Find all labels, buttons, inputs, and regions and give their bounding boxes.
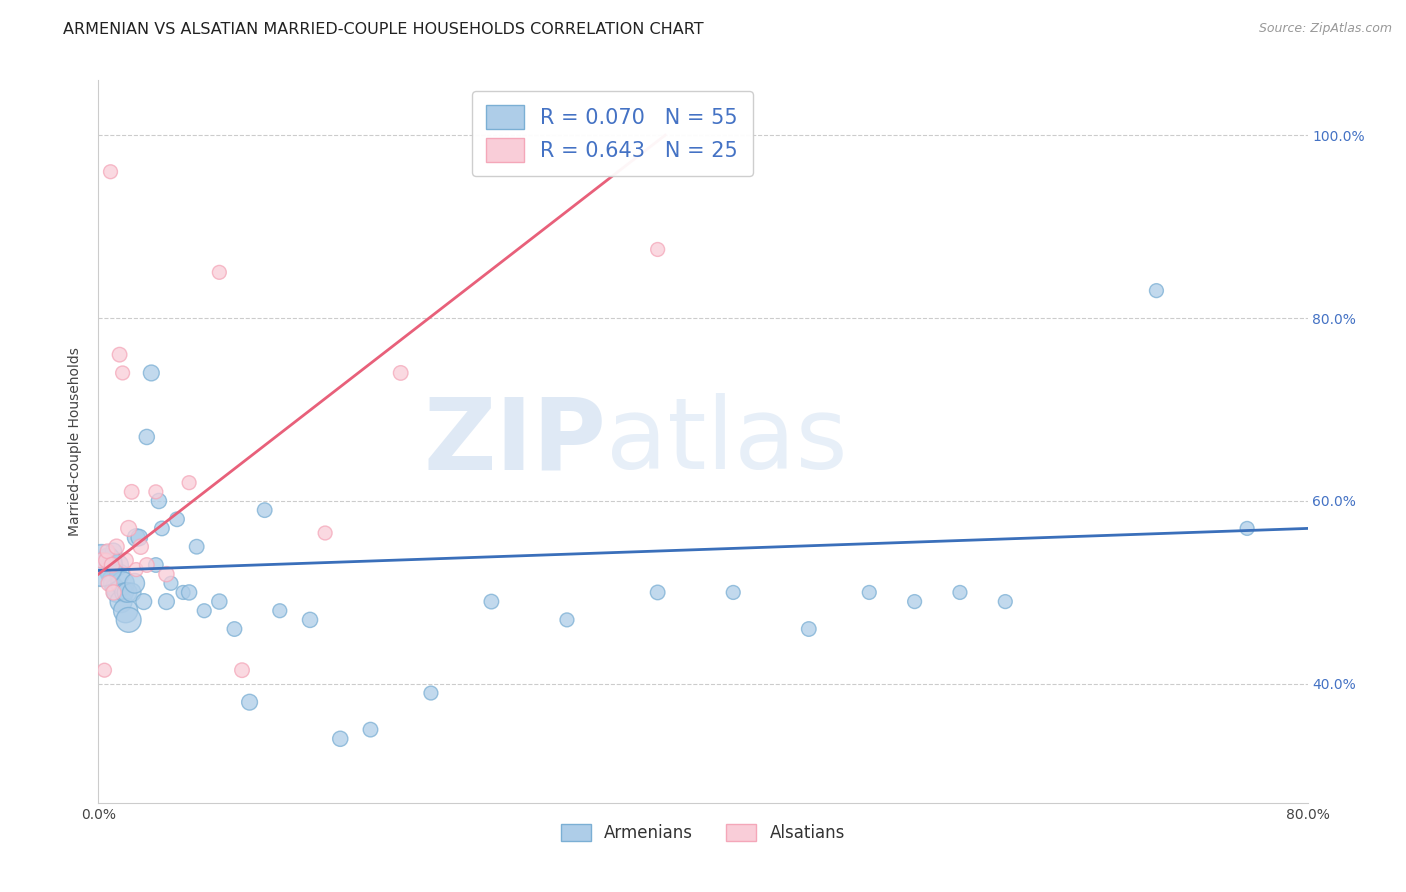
Point	[145, 558, 167, 572]
Point	[132, 594, 155, 608]
Point	[481, 594, 503, 608]
Point	[93, 563, 115, 577]
Point	[155, 594, 177, 608]
Point	[647, 243, 669, 257]
Point	[299, 613, 322, 627]
Point	[329, 731, 352, 746]
Point	[90, 553, 112, 567]
Point	[108, 567, 131, 582]
Point	[797, 622, 820, 636]
Point	[1236, 521, 1258, 535]
Legend: Armenians, Alsatians: Armenians, Alsatians	[554, 817, 852, 848]
Point	[96, 544, 118, 558]
Point	[1144, 284, 1167, 298]
Point	[135, 558, 157, 572]
Point	[269, 604, 291, 618]
Point	[105, 540, 128, 554]
Text: atlas: atlas	[606, 393, 848, 490]
Point	[155, 567, 177, 582]
Point	[179, 475, 201, 490]
Point	[121, 585, 143, 599]
Point	[172, 585, 194, 599]
Point	[160, 576, 183, 591]
Text: ZIP: ZIP	[423, 393, 606, 490]
Point	[179, 585, 201, 599]
Point	[420, 686, 443, 700]
Point	[208, 594, 231, 608]
Point	[111, 576, 134, 591]
Point	[118, 613, 141, 627]
Point	[135, 430, 157, 444]
Point	[904, 594, 927, 608]
Text: Source: ZipAtlas.com: Source: ZipAtlas.com	[1258, 22, 1392, 36]
Point	[100, 165, 122, 179]
Point	[360, 723, 382, 737]
Point	[112, 585, 135, 599]
Point	[121, 484, 143, 499]
Point	[98, 558, 121, 572]
Point	[91, 553, 114, 567]
Point	[98, 576, 121, 591]
Point	[858, 585, 880, 599]
Point	[94, 549, 117, 563]
Point	[723, 585, 745, 599]
Point	[141, 366, 163, 380]
Point	[108, 348, 131, 362]
Point	[103, 585, 125, 599]
Point	[193, 604, 215, 618]
Point	[148, 494, 170, 508]
Point	[94, 553, 117, 567]
Point	[105, 585, 128, 599]
Point	[314, 526, 336, 541]
Point	[224, 622, 246, 636]
Point	[90, 558, 112, 572]
Y-axis label: Married-couple Households: Married-couple Households	[69, 347, 83, 536]
Point	[125, 531, 148, 545]
Point	[118, 521, 141, 535]
Point	[125, 563, 148, 577]
Point	[107, 558, 129, 572]
Point	[239, 695, 262, 709]
Point	[166, 512, 188, 526]
Point	[555, 613, 578, 627]
Point	[186, 540, 208, 554]
Point	[101, 558, 124, 572]
Point	[994, 594, 1017, 608]
Point	[253, 503, 276, 517]
Point	[128, 531, 150, 545]
Point	[111, 366, 134, 380]
Point	[104, 581, 127, 595]
Point	[647, 585, 669, 599]
Point	[129, 540, 152, 554]
Point	[110, 594, 132, 608]
Point	[124, 576, 146, 591]
Point	[114, 604, 136, 618]
Point	[145, 484, 167, 499]
Text: ARMENIAN VS ALSATIAN MARRIED-COUPLE HOUSEHOLDS CORRELATION CHART: ARMENIAN VS ALSATIAN MARRIED-COUPLE HOUS…	[63, 22, 704, 37]
Point	[389, 366, 412, 380]
Point	[101, 576, 124, 591]
Point	[114, 553, 136, 567]
Point	[949, 585, 972, 599]
Point	[103, 544, 125, 558]
Point	[115, 585, 138, 599]
Point	[93, 663, 115, 677]
Point	[231, 663, 253, 677]
Point	[96, 567, 118, 582]
Point	[208, 265, 231, 279]
Point	[150, 521, 173, 535]
Point	[100, 572, 122, 586]
